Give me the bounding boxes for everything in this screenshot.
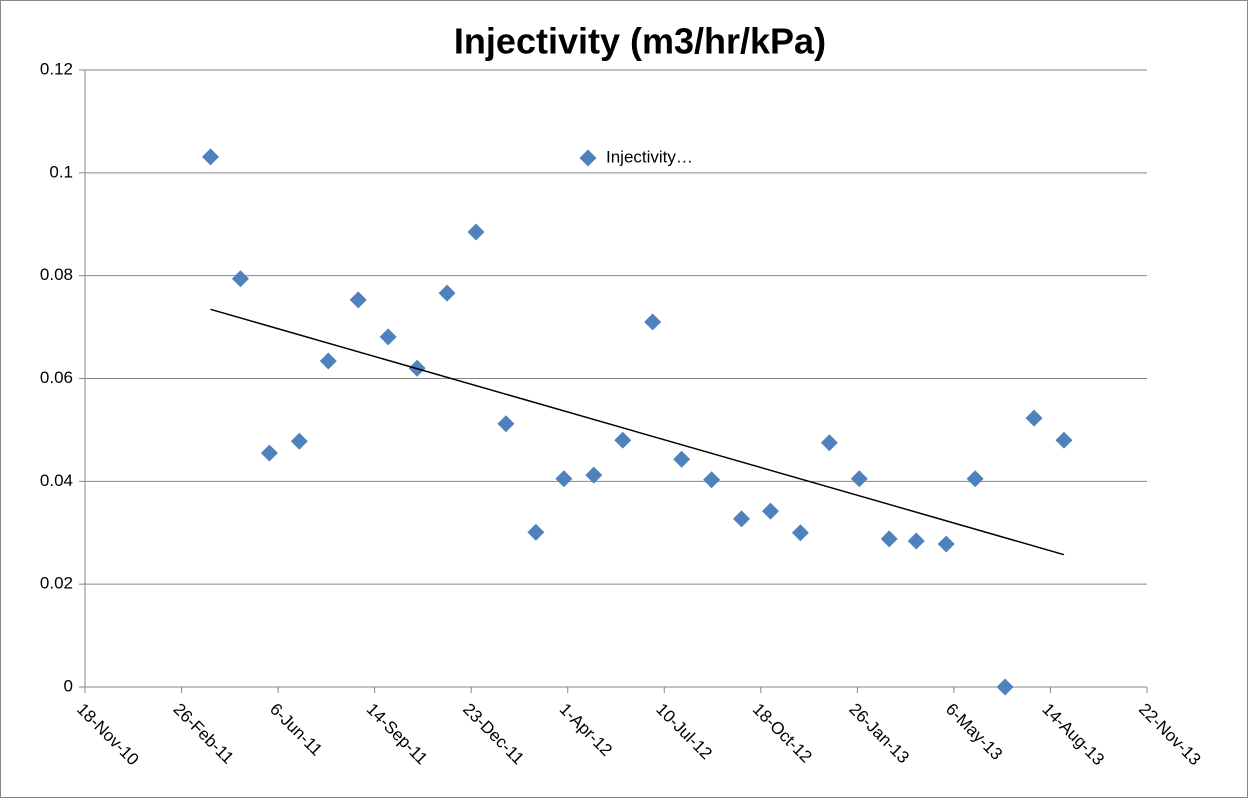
legend-label: Injectivity… [606,147,693,166]
data-point [820,434,838,452]
y-tick-label: 0.02 [40,574,73,593]
data-point [527,523,545,541]
data-point [231,270,249,288]
data-point [761,502,779,520]
data-point [937,535,955,553]
data-point [733,510,750,528]
data-point [673,450,691,468]
data-point [319,352,337,370]
data-point [703,471,721,489]
data-point [585,466,603,484]
y-tick-label: 0.12 [40,59,73,78]
y-tick-label: 0.06 [40,368,73,387]
data-point [438,284,456,302]
data-point [290,432,308,450]
chart-title: Injectivity (m3/hr/kPa) [454,21,826,62]
y-tick-label: 0.08 [40,265,73,284]
data-point [379,328,397,346]
data-point [349,291,367,309]
data-point [880,530,898,548]
data-point [555,470,573,488]
data-point [996,678,1014,696]
data-point [966,470,984,488]
data-point [260,444,278,462]
data-point [644,313,662,331]
y-tick-label: 0.1 [49,162,73,181]
data-point [614,431,632,449]
data-point [497,415,515,433]
y-tick-label: 0 [64,676,73,695]
data-point [850,470,868,488]
trendline [210,308,1065,556]
data-point [202,148,219,166]
legend-marker [579,149,597,167]
data-point [467,223,485,241]
y-tick-label: 0.04 [40,471,73,490]
data-point [791,524,809,542]
data-point [907,532,925,550]
